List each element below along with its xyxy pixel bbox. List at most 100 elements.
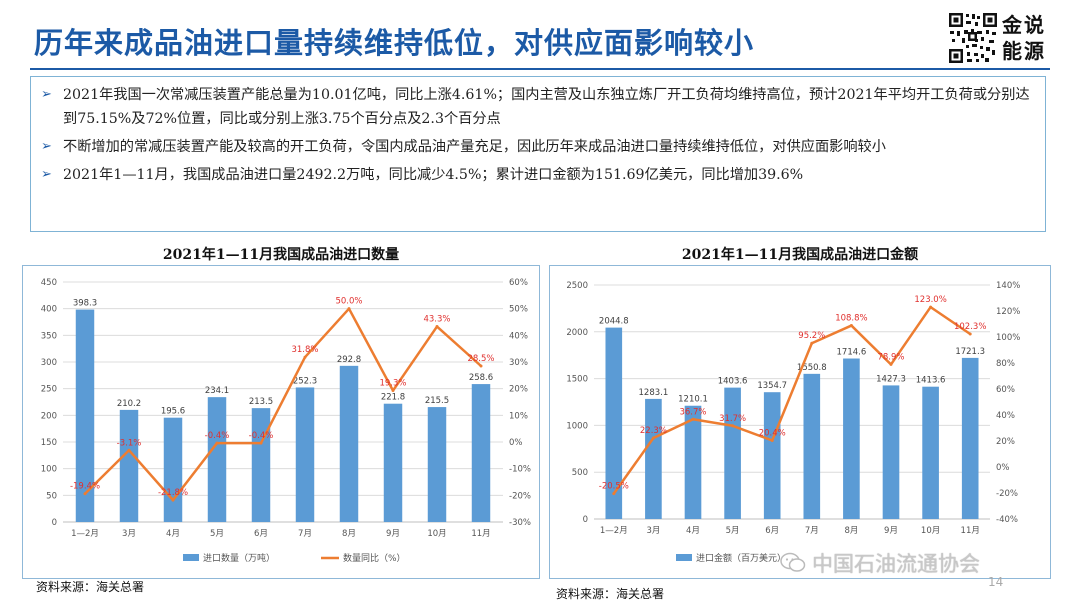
bar-data-label: 210.2 xyxy=(117,399,141,409)
y-tick-left: 150 xyxy=(41,438,57,448)
yoy-point xyxy=(303,355,307,359)
bar xyxy=(645,398,662,519)
bar-data-label: 1413.6 xyxy=(916,376,946,386)
bar-data-label: 1403.6 xyxy=(718,377,748,387)
yoy-data-label: 31.8% xyxy=(291,345,318,355)
bullet-item: ➢ 2021年我国一次常减压装置产能总量为10.01亿吨，同比上涨4.61%；国… xyxy=(41,83,1035,131)
yoy-data-label: -3.1% xyxy=(117,438,142,448)
qr-code-icon xyxy=(948,12,998,64)
bullet-text: 不断增加的常减压装置产能及较高的开工负荷，令国内成品油产量充足，因此历年来成品油… xyxy=(63,139,886,155)
bar xyxy=(961,357,979,519)
import-volume-chart-panel: 0 50 100 150 200 250 300 350 400 450 -30% -20% -10% 0… xyxy=(22,265,540,579)
y-tick-right: 100% xyxy=(996,333,1020,343)
watermark: 中国石油流通协会 xyxy=(780,548,980,578)
source-note-left: 资料来源：海关总署 xyxy=(36,580,145,594)
bar xyxy=(163,417,183,522)
yoy-point xyxy=(810,341,814,345)
bar xyxy=(882,385,900,519)
bar xyxy=(605,327,623,519)
y-tick-right: 30% xyxy=(509,358,528,368)
yoy-data-label: -21.8% xyxy=(158,488,188,498)
yoy-data-label: 36.7% xyxy=(679,407,706,417)
y-tick-left: 350 xyxy=(41,331,57,341)
bar-data-label: 258.6 xyxy=(469,373,493,383)
bar-data-label: 252.3 xyxy=(293,376,317,386)
bar-data-label: 398.3 xyxy=(73,299,97,309)
yoy-data-label: 22.3% xyxy=(640,426,667,436)
bullet-item: ➢ 2021年1—11月，我国成品油进口量2492.2万吨，同比减少4.5%；累… xyxy=(41,163,1035,187)
x-tick-label: 11月 xyxy=(961,526,980,536)
yoy-line xyxy=(612,305,971,495)
y-tick-left: 200 xyxy=(41,411,57,421)
x-tick-label: 3月 xyxy=(646,526,660,536)
yoy-data-label: 31.7% xyxy=(719,414,746,424)
x-tick-label: 4月 xyxy=(166,529,180,539)
yoy-point xyxy=(171,498,175,502)
bar xyxy=(803,373,821,519)
y-tick-left: 1500 xyxy=(566,375,588,385)
y-tick-left: 2000 xyxy=(566,328,588,338)
y-tick-right: 10% xyxy=(509,411,528,421)
y-tick-right: -20% xyxy=(996,489,1018,499)
x-tick-label: 5月 xyxy=(210,529,224,539)
x-tick-label: 5月 xyxy=(726,526,740,536)
bar xyxy=(427,407,447,522)
y-tick-left: 0 xyxy=(583,515,588,525)
slide-title: 历年来成品油进口量持续维持低位，对供应面影响较小 xyxy=(34,26,755,60)
yoy-point xyxy=(259,441,263,445)
y-tick-right: -10% xyxy=(509,465,531,475)
import-value-chart: 0 500 1000 1500 2000 2500 -40% -20% 0% 20% 40% 60% 8… xyxy=(566,281,1020,564)
yoy-point xyxy=(691,417,695,421)
bullet-text: 2021年我国一次常减压装置产能总量为10.01亿吨，同比上涨4.61%；国内主… xyxy=(63,87,1030,127)
yoy-point xyxy=(391,389,395,393)
import-value-chart-title: 2021年1—11月我国成品油进口金额 xyxy=(681,247,919,263)
x-tick-label: 6月 xyxy=(254,529,268,539)
import-value-chart-panel: 0 500 1000 1500 2000 2500 -40% -20% 0% 20% 40% 60% 8… xyxy=(549,265,1051,579)
arrow-bullet-icon: ➢ xyxy=(41,167,52,182)
y-tick-right: 20% xyxy=(996,437,1015,447)
y-tick-right: 80% xyxy=(996,359,1015,369)
yoy-point xyxy=(849,324,853,328)
arrow-bullet-icon: ➢ xyxy=(41,139,52,154)
y-tick-right: 0% xyxy=(996,463,1010,473)
legend-bar-label: 进口数量（万吨） xyxy=(203,552,275,564)
y-tick-right: 20% xyxy=(509,385,528,395)
y-tick-right: -30% xyxy=(509,518,531,528)
bar-data-label: 234.1 xyxy=(205,386,229,396)
x-tick-label: 3月 xyxy=(122,529,136,539)
yoy-point xyxy=(651,436,655,440)
x-tick-label: 7月 xyxy=(298,529,312,539)
x-tick-label: 8月 xyxy=(844,526,858,536)
y-tick-left: 300 xyxy=(41,358,57,368)
bar xyxy=(339,365,359,522)
yoy-data-label: -19.4% xyxy=(70,482,100,492)
bar xyxy=(383,403,403,522)
y-tick-left: 450 xyxy=(41,278,57,288)
page-number: 14 xyxy=(988,575,1004,589)
yoy-data-label: 50.0% xyxy=(335,297,362,307)
yoy-point xyxy=(127,448,131,452)
bar xyxy=(119,409,139,522)
bar xyxy=(724,387,741,519)
yoy-data-label: 123.0% xyxy=(914,295,946,305)
legend-bar-swatch xyxy=(676,554,692,561)
bar xyxy=(471,384,491,522)
bar-data-label: 1714.6 xyxy=(837,348,867,358)
y-tick-right: 0% xyxy=(509,438,523,448)
yoy-data-label: 28.5% xyxy=(467,354,494,364)
y-tick-right: 40% xyxy=(996,411,1015,421)
x-tick-label: 1—2月 xyxy=(71,529,99,539)
yoy-data-label: -0.4% xyxy=(205,431,230,441)
x-tick-label: 8月 xyxy=(342,529,356,539)
y-tick-right: 40% xyxy=(509,331,528,341)
bar xyxy=(684,405,702,519)
bar-data-label: 1721.3 xyxy=(955,347,985,357)
x-tick-label: 4月 xyxy=(686,526,700,536)
legend-line-label: 数量同比（%） xyxy=(343,552,406,564)
bar-data-label: 195.6 xyxy=(161,407,185,417)
yoy-data-label: -20.5% xyxy=(599,482,629,492)
import-volume-chart-title: 2021年1—11月我国成品油进口数量 xyxy=(162,247,400,263)
y-tick-left: 0 xyxy=(52,518,57,528)
bar-data-label: 213.5 xyxy=(249,397,273,407)
bar xyxy=(251,408,271,522)
